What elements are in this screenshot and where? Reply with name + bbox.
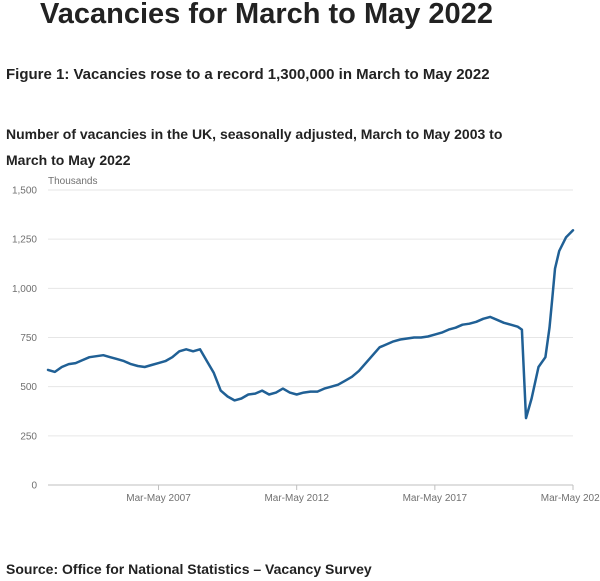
y-tick-label: 500 [20,382,37,393]
gridlines [48,189,573,486]
y-tick-label: 250 [20,431,37,442]
x-axis-ticks: Mar-May 2007 Mar-May 2012 Mar-May 2017 Mar-… [126,485,600,504]
y-tick-label: 1,500 [12,186,37,197]
series-line-vacancies [46,229,575,420]
x-tick-label: Mar-May 2007 [126,493,191,504]
y-tick-label: 0 [31,481,37,492]
series-layer [46,229,575,420]
x-tick-label: Mar-May 2017 [403,493,468,504]
y-tick-label: 1,250 [12,235,37,246]
y-axis-ticks: 0 250 500 750 1,000 1,250 1,500 [12,186,37,492]
y-tick-label: 1,000 [12,284,37,295]
x-tick-label: Mar-May 2012 [264,493,329,504]
x-tick-label: Mar-May 2022 [541,493,600,504]
y-tick-label: 750 [20,333,37,344]
figure-title: Figure 1: Vacancies rose to a record 1,3… [6,66,490,83]
source-note: Source: Office for National Statistics –… [6,561,372,577]
y-axis-unit-label: Thousands [48,176,97,187]
figure-subtitle: Number of vacancies in the UK, seasonall… [6,126,503,168]
page-title: Vacancies for March to May 2022 [40,0,493,30]
